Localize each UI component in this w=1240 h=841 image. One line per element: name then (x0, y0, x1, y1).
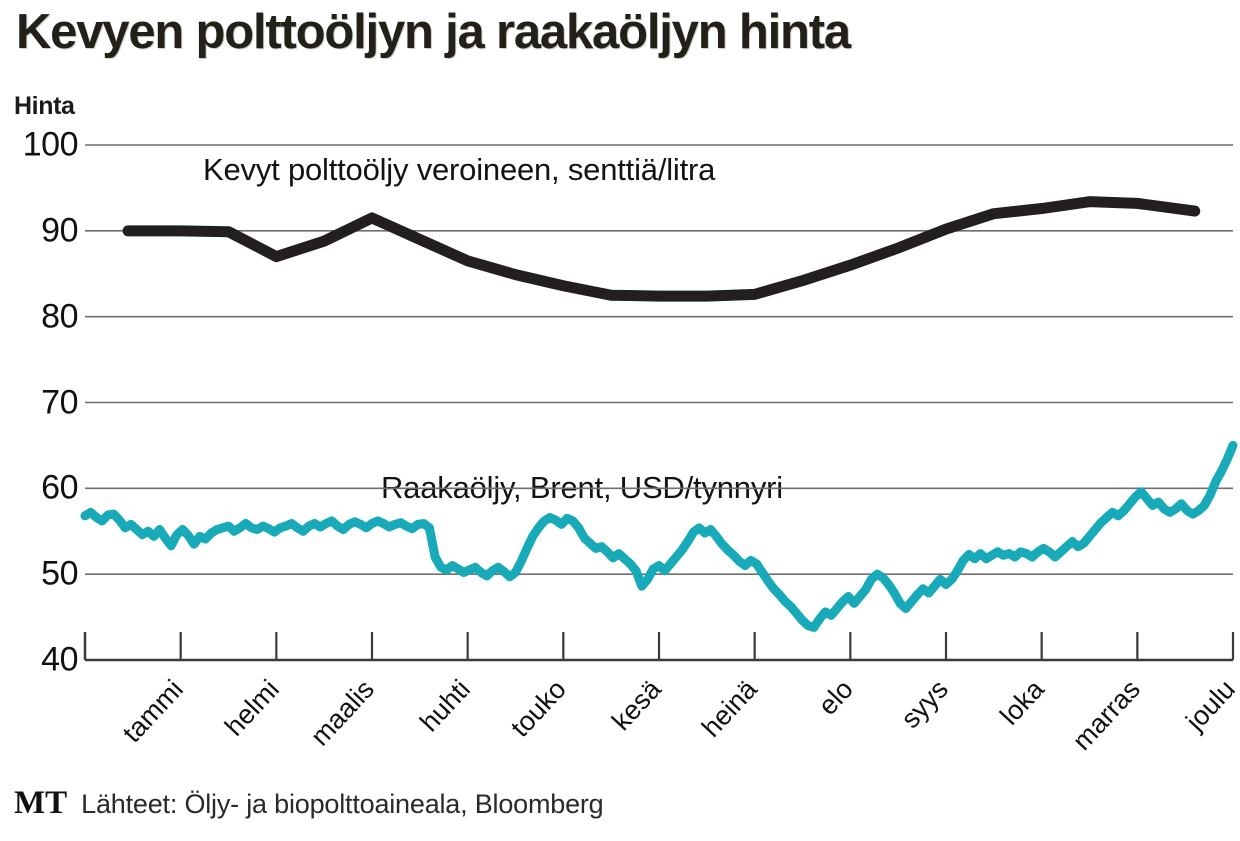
y-tick-label: 60 (41, 468, 78, 507)
mt-logo: MT (14, 785, 68, 821)
x-axis-ticks (83, 632, 1235, 660)
series-label-heating-oil: Kevyt polttoöljy veroineen, senttiä/litr… (203, 152, 716, 187)
series-line-heating-oil (122, 196, 1201, 302)
y-tick-label: 70 (41, 383, 78, 421)
footer: MT Lähteet: Öljy- ja biopolttoaineala, B… (14, 785, 604, 822)
y-tick-label: 80 (41, 297, 78, 336)
source-text: Lähteet: Öljy- ja biopolttoaineala, Bloo… (81, 789, 604, 819)
y-tick-label: 90 (41, 211, 78, 250)
y-axis-caption: Hinta (14, 92, 75, 120)
series-label-brent: Raakaöljy, Brent, USD/tynnyri (381, 470, 783, 505)
gridlines (85, 144, 1233, 575)
y-tick-label: 100 (22, 125, 79, 164)
page-title: Kevyen polttoöljyn ja raakaöljyn hinta (16, 5, 851, 59)
y-tick-label: 40 (41, 640, 78, 679)
axis-lines (83, 632, 1233, 662)
y-tick-label: 50 (41, 554, 78, 593)
